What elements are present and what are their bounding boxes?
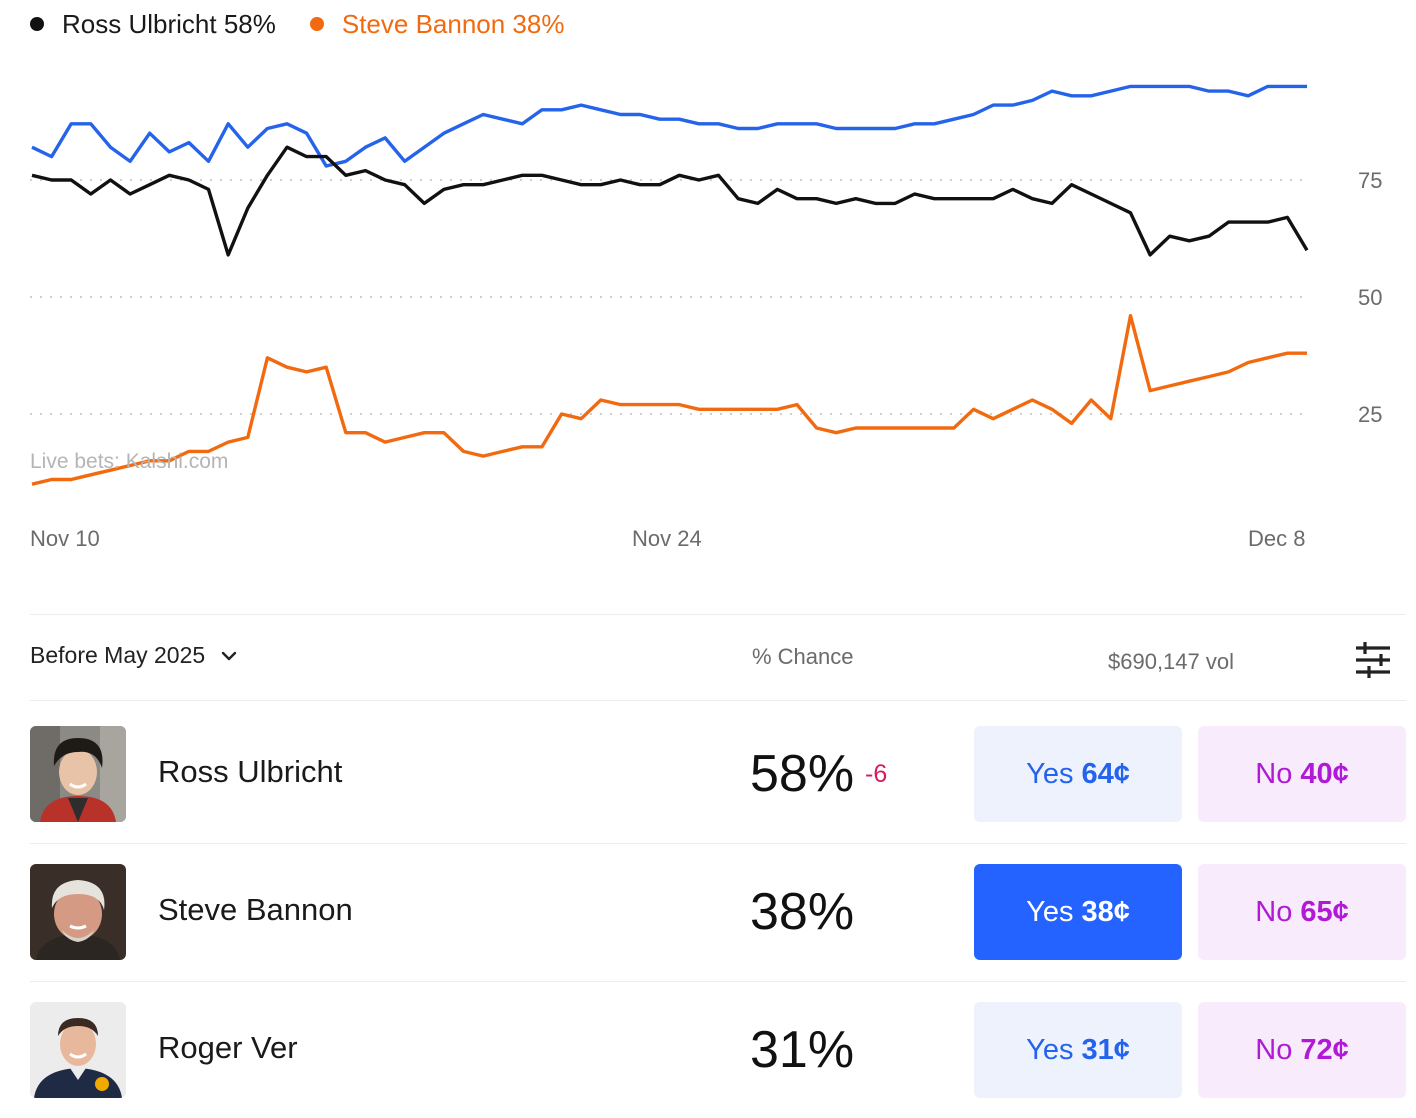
divider [30,614,1406,615]
no-label: No [1255,757,1293,790]
outcome-row-steve-bannon: Steve Bannon 38% Yes 38¢ No 65¢ [30,864,1406,960]
sliders-icon [1356,642,1390,678]
no-button[interactable]: No 65¢ [1198,864,1406,960]
volume-label: $690,147 vol [1108,649,1234,674]
yes-button[interactable]: Yes 31¢ [974,1002,1182,1098]
divider [30,700,1406,701]
series-line-1 [31,145,1309,257]
series-line-2 [31,314,1307,486]
no-label: No [1255,895,1293,928]
no-label: No [1255,1033,1293,1066]
no-price: 72¢ [1300,1033,1349,1066]
legend-label: Ross Ulbricht 58% [62,8,276,39]
yes-price: 64¢ [1081,757,1130,790]
no-price: 65¢ [1300,895,1349,928]
market-filter-bar: Before May 2025 % Chance $690,147 vol [30,630,1406,686]
legend-dot-icon [309,17,324,31]
x-tick-label: Nov 24 [632,526,702,551]
filter-settings-button[interactable] [1352,640,1394,680]
market-date-dropdown[interactable]: Before May 2025 [30,642,237,669]
market-date-label: Before May 2025 [30,642,206,668]
no-price: 40¢ [1300,757,1349,790]
legend-dot-icon [30,17,44,31]
yes-price: 38¢ [1081,895,1130,928]
outcome-row-ross-ulbricht: Ross Ulbricht 58% -6 Yes 64¢ No 40¢ [30,726,1406,822]
outcome-name: Ross Ulbricht [158,754,343,789]
outcome-row-roger-ver: Roger Ver 31% Yes 31¢ No 72¢ [30,1002,1406,1098]
outcome-chance: 58% [750,745,855,803]
x-axis-labels: Nov 10 Nov 24 Dec 8 [30,526,1305,551]
price-history-chart[interactable]: 75 50 25 Nov 10 Nov 24 Dec 8 Live bets: Kals… [0,50,1416,570]
chance-change: -6 [865,760,888,788]
yes-price: 31¢ [1081,1033,1130,1066]
no-button[interactable]: No 40¢ [1198,726,1406,822]
y-tick-label: 75 [1358,168,1382,193]
chart-grid [30,179,1305,415]
y-axis-labels: 75 50 25 [1358,168,1382,427]
avatar [30,864,126,960]
x-tick-label: Nov 10 [30,526,100,551]
avatar [30,726,126,822]
yes-button[interactable]: Yes 38¢ [974,864,1182,960]
chance-column-header: % Chance [752,644,854,669]
avatar [30,1002,126,1098]
outcome-name: Roger Ver [158,1030,298,1065]
yes-label: Yes [1026,1033,1074,1066]
legend-item-steve-bannon: Steve Bannon 38% [309,8,565,40]
yes-label: Yes [1026,757,1074,790]
outcome-chance: 31% [750,1021,855,1079]
y-tick-label: 50 [1358,285,1382,310]
chart-watermark: Live bets: Kalshi.com [30,450,228,473]
outcome-name: Steve Bannon [158,892,353,927]
outcome-chance: 38% [750,883,855,941]
series-line-0 [31,84,1307,168]
yes-label: Yes [1026,895,1074,928]
y-tick-label: 25 [1358,402,1382,427]
no-button[interactable]: No 72¢ [1198,1002,1406,1098]
divider [30,981,1406,982]
legend-label: Steve Bannon 38% [341,8,565,39]
chart-legend: Ross Ulbricht 58% Steve Bannon 38% [30,6,598,42]
yes-button[interactable]: Yes 64¢ [974,726,1182,822]
chart-series [31,84,1309,486]
x-tick-label: Dec 8 [1248,526,1305,551]
chevron-down-icon [221,651,237,660]
divider [30,843,1406,844]
legend-item-ross-ulbricht: Ross Ulbricht 58% [30,9,276,40]
